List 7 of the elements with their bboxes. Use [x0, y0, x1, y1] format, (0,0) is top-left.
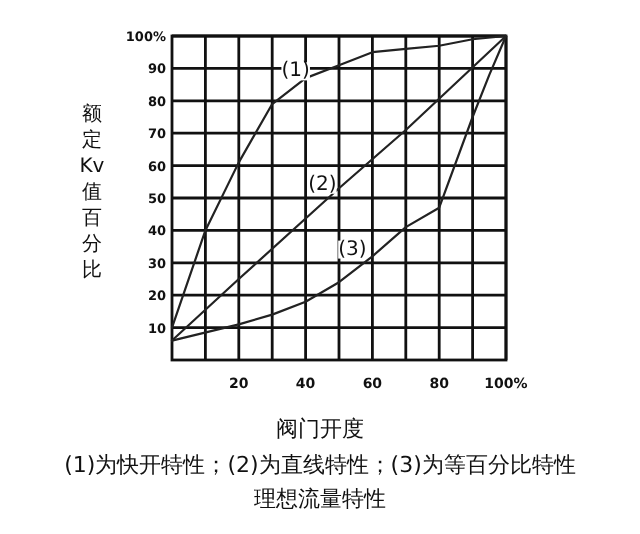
x-axis-title: 阀门开度	[276, 416, 364, 442]
y-axis-title: 额定Kv值百分比	[79, 102, 105, 282]
text: (1)为快开特性；(2)为直线特性；(3)为等百分比特性	[64, 452, 576, 478]
annotation: (1)	[281, 60, 310, 83]
annotation: (2)	[308, 173, 337, 196]
annotation: (3)	[338, 238, 367, 261]
text: 理想流量特性	[254, 486, 386, 512]
